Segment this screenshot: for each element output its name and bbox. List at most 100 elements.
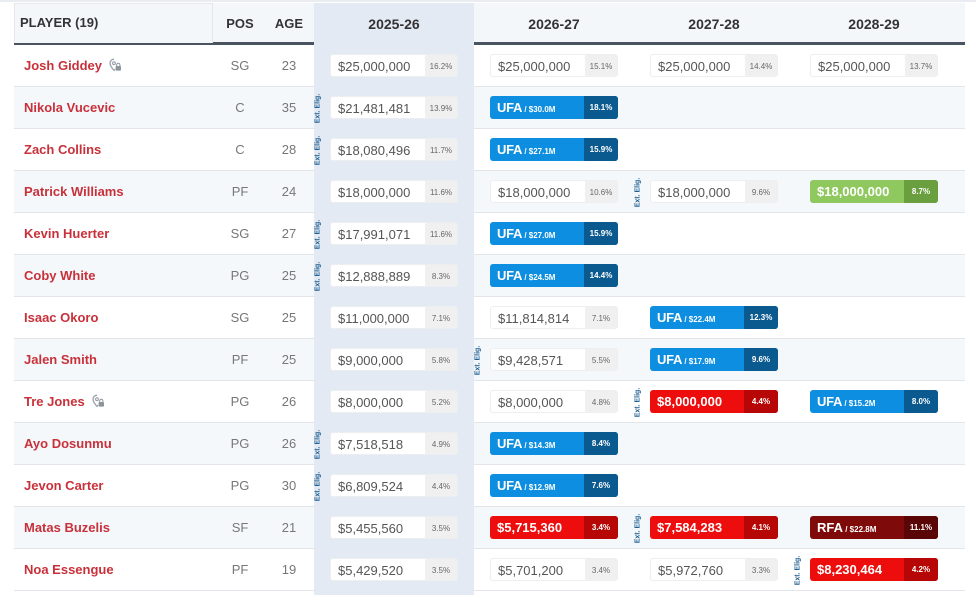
ufa-salary-cell[interactable]: UFA / $12.9M 7.6% <box>490 474 618 497</box>
player-age: 25 <box>281 310 297 325</box>
salary-amount: $18,000,000 <box>658 185 731 200</box>
salary-amount: $11,000,000 <box>338 311 410 326</box>
salary-amount: $21,481,481 <box>338 101 411 116</box>
player-age: 30 <box>281 478 297 493</box>
extension-eligible-badge: Ext. Elig. <box>474 345 482 375</box>
salary-cell[interactable]: $8,000,000 5.2% <box>330 390 458 413</box>
player-name[interactable]: Ayo Dosunmu <box>24 436 112 451</box>
player-age: 24 <box>281 184 297 199</box>
player-age: 21 <box>281 520 297 535</box>
column-header-season-2028-29[interactable]: 2028-29 <box>848 16 900 32</box>
ufa-salary-cell[interactable]: UFA / $15.2M 8.0% <box>810 390 938 413</box>
rfa-salary-cell[interactable]: RFA / $22.8M 11.1% <box>810 516 938 539</box>
player-position: SG <box>230 58 250 73</box>
player-name-link[interactable]: Nikola Vucevic <box>24 87 115 129</box>
player-name-link[interactable]: Ayo Dosunmu <box>24 423 112 465</box>
cap-percentage: 16.2% <box>425 55 457 76</box>
player-name[interactable]: Isaac Okoro <box>24 310 99 325</box>
top-divider <box>0 0 976 2</box>
estimated-value: / $30.0M <box>522 105 556 114</box>
salary-cell[interactable]: $17,991,071 11.6% <box>330 222 458 245</box>
player-name[interactable]: Noa Essengue <box>24 562 114 577</box>
option-salary-cell[interactable]: $5,715,360 3.4% <box>490 516 618 539</box>
ufa-salary-cell[interactable]: UFA / $22.4M 12.3% <box>650 306 778 329</box>
estimated-value: / $24.5M <box>522 273 556 282</box>
salary-amount: $8,000,000 <box>498 395 564 410</box>
option-salary-cell[interactable]: $8,230,464 4.2% <box>810 558 938 581</box>
salary-cell[interactable]: $9,000,000 5.8% <box>330 348 458 371</box>
salary-cell[interactable]: $5,701,200 3.4% <box>490 558 618 581</box>
player-name-link[interactable]: Tre Jones <box>24 381 105 423</box>
column-header-age[interactable]: AGE <box>274 16 304 31</box>
player-name[interactable]: Jevon Carter <box>24 478 104 493</box>
player-name-link[interactable]: Josh Giddey <box>24 45 122 87</box>
player-name[interactable]: Josh Giddey <box>24 58 103 73</box>
cap-percentage: 11.7% <box>425 139 457 160</box>
player-name[interactable]: Zach Collins <box>24 142 102 157</box>
salary-cell[interactable]: $18,080,496 11.7% <box>330 138 458 161</box>
ufa-salary-cell[interactable]: UFA / $30.0M 18.1% <box>490 96 618 119</box>
salary-cell[interactable]: $25,000,000 16.2% <box>330 54 458 77</box>
player-name-link[interactable]: Jalen Smith <box>24 339 97 381</box>
player-name-link[interactable]: Patrick Williams <box>24 171 124 213</box>
option-salary-cell[interactable]: $8,000,000 4.4% <box>650 390 778 413</box>
salary-amount: $5,455,560 <box>338 521 404 536</box>
player-name[interactable]: Nikola Vucevic <box>24 100 116 115</box>
option-salary-cell[interactable]: $7,584,283 4.1% <box>650 516 778 539</box>
ufa-salary-cell[interactable]: UFA / $24.5M 14.4% <box>490 264 618 287</box>
player-name-link[interactable]: Kevin Huerter <box>24 213 109 255</box>
player-name[interactable]: Patrick Williams <box>24 184 124 199</box>
player-name-link[interactable]: Isaac Okoro <box>24 297 98 339</box>
estimated-value: / $15.2M <box>842 399 876 408</box>
player-age: 26 <box>281 394 297 409</box>
cap-percentage: 4.4% <box>744 390 778 413</box>
salary-cell[interactable]: $18,000,000 9.6% <box>650 180 778 203</box>
column-header-player[interactable]: PLAYER (19) <box>14 3 213 43</box>
salary-amount: $18,000,000 <box>817 184 890 199</box>
column-header-season-2027-28[interactable]: 2027-28 <box>688 16 740 32</box>
estimated-value: / $12.9M <box>522 483 556 492</box>
ufa-salary-cell[interactable]: UFA / $27.1M 15.9% <box>490 138 618 161</box>
salary-cell[interactable]: $5,429,520 3.5% <box>330 558 458 581</box>
salary-cell[interactable]: $18,000,000 10.6% <box>490 180 618 203</box>
cap-percentage: 4.4% <box>425 475 457 496</box>
player-name-link[interactable]: Noa Essengue <box>24 549 114 591</box>
cap-percentage: 7.6% <box>584 474 618 497</box>
player-name[interactable]: Coby White <box>24 268 96 283</box>
salary-cell[interactable]: $6,809,524 4.4% <box>330 474 458 497</box>
player-name-link[interactable]: Zach Collins <box>24 129 101 171</box>
salary-cell[interactable]: $9,428,571 5.5% <box>490 348 618 371</box>
player-name-link[interactable]: Coby White <box>24 255 96 297</box>
ufa-salary-cell[interactable]: UFA / $27.0M 15.9% <box>490 222 618 245</box>
salary-cell[interactable]: $5,972,760 3.3% <box>650 558 778 581</box>
player-name-link[interactable]: Jevon Carter <box>24 465 103 507</box>
column-header-season-2025-26[interactable]: 2025-26 <box>314 3 474 45</box>
player-option-salary-cell[interactable]: $18,000,000 8.7% <box>810 180 938 203</box>
player-age: 28 <box>281 142 297 157</box>
player-name[interactable]: Matas Buzelis <box>24 520 110 535</box>
column-header-season-2026-27[interactable]: 2026-27 <box>528 16 580 32</box>
salary-cell[interactable]: $11,814,814 7.1% <box>490 306 618 329</box>
ufa-salary-cell[interactable]: UFA / $17.9M 9.6% <box>650 348 778 371</box>
salary-cell[interactable]: $11,000,000 7.1% <box>330 306 458 329</box>
player-name[interactable]: Kevin Huerter <box>24 226 110 241</box>
salary-cell[interactable]: $18,000,000 11.6% <box>330 180 458 203</box>
player-name[interactable]: Tre Jones <box>24 394 85 409</box>
salary-cell[interactable]: $7,518,518 4.9% <box>330 432 458 455</box>
salary-cell[interactable]: $25,000,000 13.7% <box>810 54 938 77</box>
salary-cell[interactable]: $21,481,481 13.9% <box>330 96 458 119</box>
player-position: PG <box>230 268 250 283</box>
column-header-pos[interactable]: POS <box>226 16 254 31</box>
salary-cell[interactable]: $8,000,000 4.8% <box>490 390 618 413</box>
estimated-value: / $17.9M <box>682 357 716 366</box>
cap-percentage: 3.3% <box>745 559 777 580</box>
salary-cell[interactable]: $25,000,000 14.4% <box>650 54 778 77</box>
ufa-salary-cell[interactable]: UFA / $14.3M 8.4% <box>490 432 618 455</box>
salary-cell[interactable]: $25,000,000 15.1% <box>490 54 618 77</box>
table-row: Kevin Huerter SG 27 Ext. Elig. $17,991,071 11… <box>14 213 965 255</box>
salary-cell[interactable]: $5,455,560 3.5% <box>330 516 458 539</box>
player-name-link[interactable]: Matas Buzelis <box>24 507 110 549</box>
player-position: PG <box>230 394 250 409</box>
salary-cell[interactable]: $12,888,889 8.3% <box>330 264 458 287</box>
player-name[interactable]: Jalen Smith <box>24 352 97 367</box>
